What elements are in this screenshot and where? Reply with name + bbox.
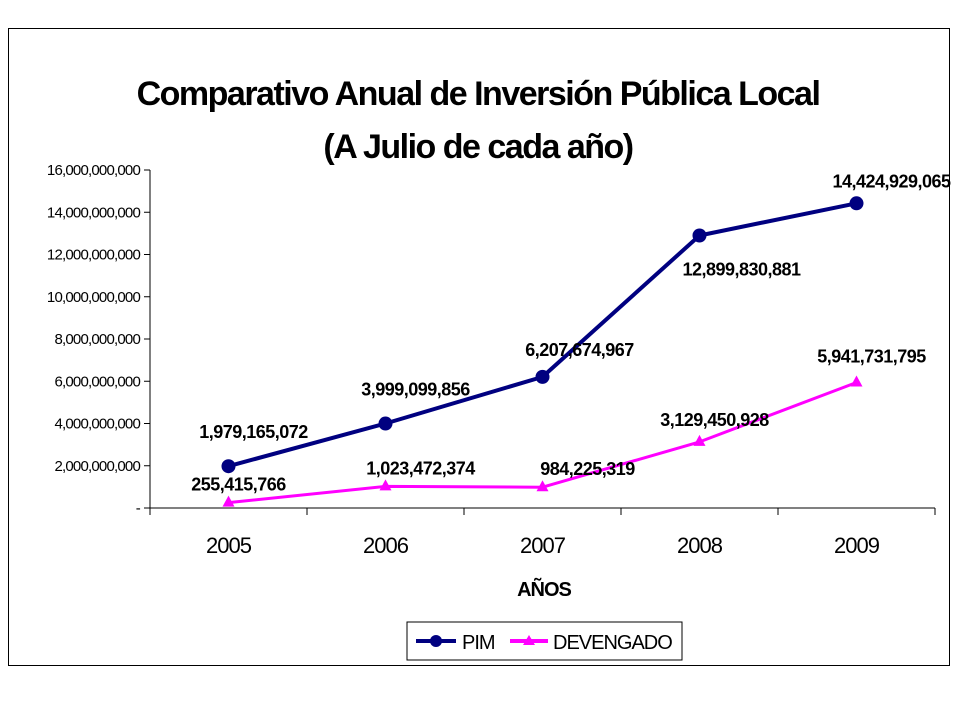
- x-tick-label: 2008: [677, 533, 723, 558]
- data-labels: 1,979,165,072 3,999,099,856 6,207,674,967 1…: [191, 171, 951, 494]
- data-label: 6,207,674,967: [525, 340, 634, 360]
- y-tick-label: -: [136, 500, 141, 517]
- data-label: 3,999,099,856: [361, 380, 470, 400]
- series-devengado-point: [536, 480, 549, 492]
- data-label: 14,424,929,065: [832, 171, 951, 191]
- chart-legend: PIM DEVENGADO: [406, 621, 683, 661]
- x-tick-label: 2005: [206, 533, 252, 558]
- x-tick-label: 2007: [520, 533, 566, 558]
- data-label: 1,979,165,072: [199, 422, 308, 442]
- chart-frame: [8, 28, 950, 666]
- series-devengado-point: [379, 479, 392, 491]
- y-tick-label: 2,000,000,000: [54, 458, 140, 475]
- legend-pim-label: PIM: [462, 632, 495, 654]
- y-tick-label: 14,000,000,000: [47, 204, 141, 221]
- series-devengado-point: [222, 495, 235, 507]
- series-devengado-point: [850, 375, 863, 387]
- chart-title-line2: (A Julio de cada año): [323, 128, 632, 166]
- y-axis-ticks: - 2,000,000,000 4,000,000,000 6,000,000,000…: [47, 162, 150, 517]
- series-pim-point: [221, 459, 236, 474]
- y-tick-label: 4,000,000,000: [54, 416, 140, 433]
- legend-pim-marker: [430, 635, 442, 647]
- series-pim-point: [535, 369, 550, 384]
- chart-title-line1: Comparativo Anual de Inversión Pública L…: [137, 75, 820, 113]
- x-axis-title: AÑOS: [517, 578, 571, 601]
- data-label: 984,225,319: [540, 459, 635, 479]
- data-label: 1,023,472,374: [366, 458, 475, 478]
- legend-devengado-marker: [523, 635, 535, 645]
- y-tick-label: 16,000,000,000: [47, 162, 141, 179]
- data-label: 255,415,766: [191, 475, 286, 495]
- series-devengado-point: [693, 434, 706, 446]
- series-layer: [221, 196, 864, 507]
- y-tick-label: 6,000,000,000: [54, 373, 140, 390]
- legend-devengado-label: DEVENGADO: [553, 632, 672, 654]
- data-label: 3,129,450,928: [660, 410, 769, 430]
- data-label: 5,941,731,795: [817, 346, 926, 366]
- y-tick-label: 10,000,000,000: [47, 289, 141, 306]
- data-label: 12,899,830,881: [682, 259, 801, 279]
- x-tick-label: 2006: [363, 533, 409, 558]
- x-axis-ticks: 2005 2006 2007 2008 2009: [149, 508, 936, 558]
- y-tick-label: 12,000,000,000: [47, 247, 141, 264]
- series-pim-point: [378, 416, 393, 431]
- series-pim-point: [692, 228, 707, 243]
- series-pim-point: [849, 196, 864, 211]
- x-tick-label: 2009: [834, 533, 880, 558]
- y-tick-label: 8,000,000,000: [54, 331, 140, 348]
